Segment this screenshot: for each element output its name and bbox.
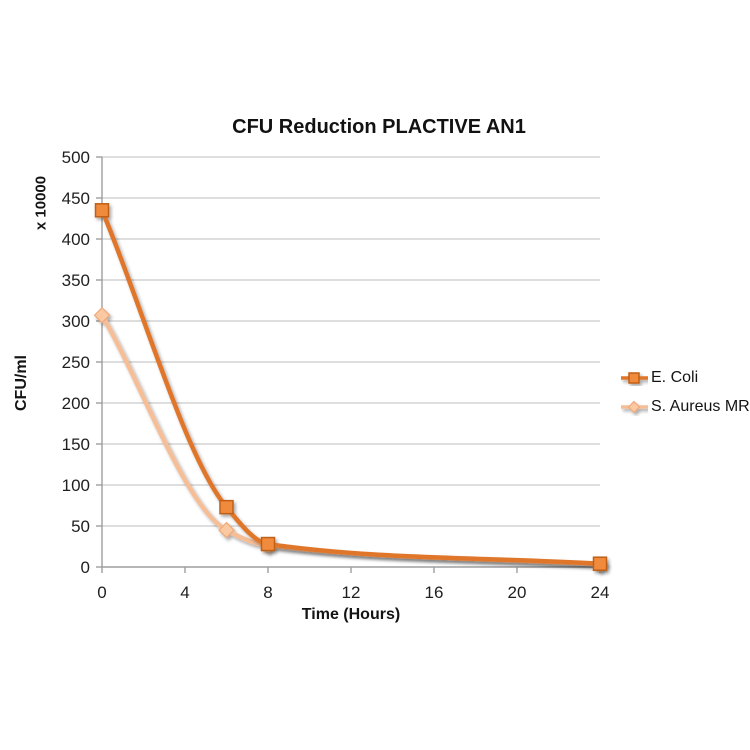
legend-label: S. Aureus MR bbox=[651, 397, 750, 415]
x-tick-label: 20 bbox=[508, 583, 527, 602]
data-point-marker-e-coli bbox=[219, 499, 234, 515]
y-tick-label: 100 bbox=[62, 476, 90, 495]
data-point-marker-s-aureus-mr bbox=[218, 521, 235, 539]
data-point-marker-e-coli bbox=[260, 536, 276, 552]
y-tick-label: 0 bbox=[81, 558, 90, 577]
x-tick-label: 16 bbox=[425, 583, 444, 602]
legend-label: E. Coli bbox=[651, 368, 699, 386]
data-point-marker-e-coli bbox=[592, 556, 608, 571]
y-tick-label: 400 bbox=[62, 230, 90, 249]
y-tick-label: 450 bbox=[62, 189, 90, 208]
y-axis-unit-label: x 10000 bbox=[32, 175, 50, 231]
x-axis-title: Time (Hours) bbox=[301, 606, 401, 623]
y-tick-label: 50 bbox=[71, 517, 90, 536]
y-axis-title: CFU/ml bbox=[13, 355, 30, 411]
legend-item-s-aureus-mr: S. Aureus MR bbox=[621, 392, 750, 421]
legend-marker bbox=[627, 400, 641, 413]
series-line-s-aureus-mr bbox=[99, 313, 603, 567]
legend: E. Coli S. Aureus MR bbox=[621, 363, 750, 421]
y-tick-label: 200 bbox=[62, 394, 90, 413]
legend-item-e-coli: E. Coli bbox=[621, 363, 750, 392]
y-tick-label: 350 bbox=[62, 271, 90, 290]
legend-marker-square-icon bbox=[621, 371, 648, 384]
y-tick-label: 300 bbox=[62, 312, 90, 331]
y-tick-label: 150 bbox=[62, 435, 90, 454]
data-point-marker-e-coli bbox=[94, 203, 110, 218]
series-s-aureus-mr bbox=[93, 306, 609, 573]
x-tick-label: 4 bbox=[180, 583, 189, 602]
y-tick-label: 500 bbox=[62, 148, 90, 167]
y-tick-label: 250 bbox=[62, 353, 90, 372]
x-tick-label: 0 bbox=[97, 583, 106, 602]
data-point-marker-s-aureus-mr bbox=[93, 306, 111, 324]
series-line-e-coli bbox=[99, 208, 603, 566]
chart-title: CFU Reduction PLACTIVE AN1 bbox=[232, 116, 526, 138]
legend-marker bbox=[628, 371, 640, 384]
x-tick-label: 12 bbox=[342, 583, 361, 602]
x-tick-label: 8 bbox=[263, 583, 272, 602]
x-tick-label: 24 bbox=[591, 583, 610, 602]
legend-marker-diamond-icon bbox=[621, 400, 648, 413]
series-e-coli bbox=[94, 203, 608, 571]
